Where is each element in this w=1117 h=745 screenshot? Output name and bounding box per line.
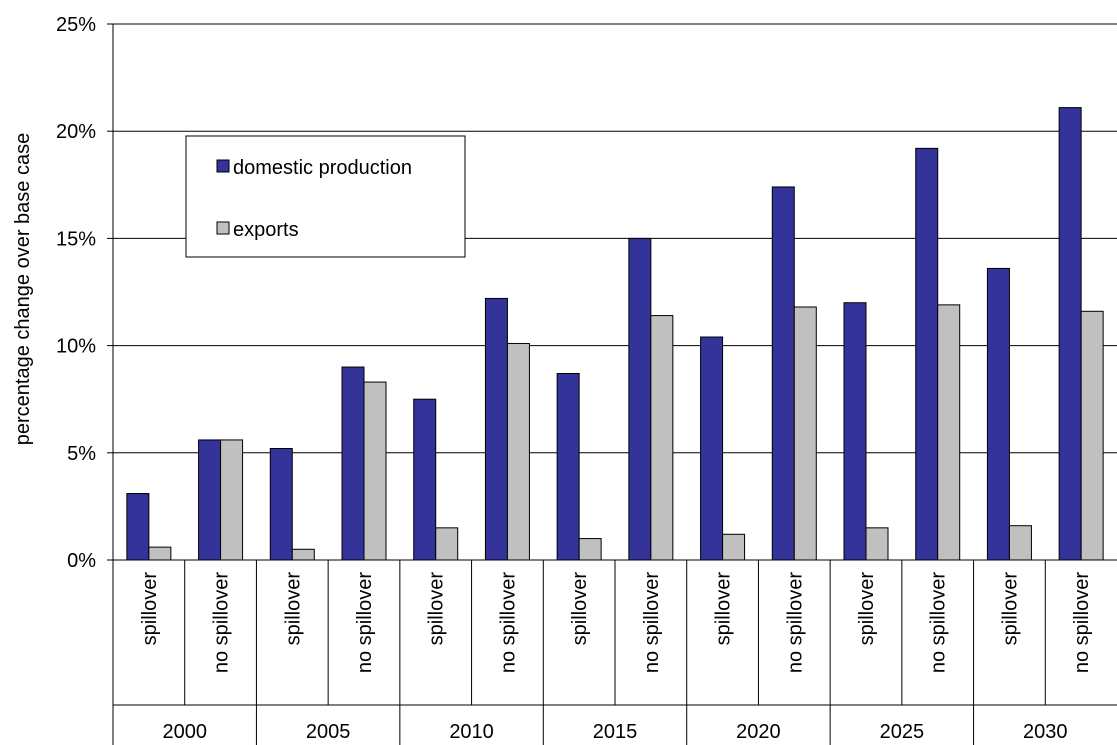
bar-exports (1080, 310, 1104, 561)
x-group-label: 2000 (162, 721, 207, 743)
x-group-label: 2020 (736, 721, 781, 743)
x-category-label: spillover (856, 572, 878, 646)
bar-domestic-production (986, 267, 1010, 561)
y-tick-label: 0% (67, 550, 96, 572)
x-category-label: no spillover (354, 572, 376, 674)
x-category-label: spillover (713, 572, 735, 646)
x-category-label: spillover (569, 572, 591, 646)
legend-label-exports: exports (233, 219, 299, 241)
y-tick-labels: 0% 5% 10% 15% 20% 25% (56, 14, 96, 572)
x-category-label: no spillover (784, 572, 806, 674)
bar-domestic-production (628, 237, 652, 561)
bar-domestic-production (556, 372, 580, 561)
bar-domestic-production (700, 336, 724, 561)
x-category-label: no spillover (211, 572, 233, 674)
x-group-label: 2030 (1023, 721, 1068, 743)
bar-exports (363, 381, 387, 561)
x-category-label: spillover (426, 572, 448, 646)
x-group-labels: 2000 2005 2010 2015 2020 2025 2030 (162, 721, 1067, 743)
bar-domestic-production (269, 448, 293, 561)
x-category-label: no spillover (497, 572, 519, 674)
bar-exports (865, 527, 889, 561)
x-category-label: spillover (282, 572, 304, 646)
bar-domestic-production (341, 366, 365, 561)
bar-exports (578, 538, 602, 561)
y-tick-label: 10% (56, 336, 96, 358)
legend-swatch-domestic-production (216, 159, 230, 173)
bar-domestic-production (126, 493, 150, 561)
x-category-labels: spillover no spillover spillover no spillov… (139, 572, 1093, 674)
bar-exports (220, 439, 244, 561)
bar-domestic-production (915, 147, 939, 561)
y-tick-label: 25% (56, 14, 96, 36)
x-category-label: no spillover (641, 572, 663, 674)
bar-exports (793, 306, 817, 561)
bar-exports (937, 304, 961, 561)
x-group-label: 2015 (593, 721, 638, 743)
x-category-label: no spillover (928, 572, 950, 674)
y-tick-label: 5% (67, 443, 96, 465)
x-group-label: 2005 (306, 721, 351, 743)
bar-exports (722, 533, 746, 561)
x-group-label: 2010 (449, 721, 494, 743)
x-group-label: 2025 (880, 721, 925, 743)
axes (112, 24, 1117, 745)
bar-domestic-production (484, 297, 508, 561)
bar-domestic-production (843, 302, 867, 561)
bar-domestic-production (198, 439, 222, 561)
legend-box (185, 135, 466, 258)
x-category-label: spillover (139, 572, 161, 646)
x-category-label: no spillover (1071, 572, 1093, 674)
legend-swatch-exports (216, 221, 230, 235)
y-tick-label: 20% (56, 121, 96, 143)
bar-domestic-production (1058, 107, 1082, 561)
x-category-label: spillover (999, 572, 1021, 646)
bar-exports (148, 546, 172, 561)
bar-domestic-production (413, 398, 437, 561)
bar-exports (435, 527, 459, 561)
y-tick-label: 15% (56, 228, 96, 250)
legend: domestic production exports (185, 135, 466, 258)
bar-exports (650, 315, 674, 561)
gridlines (107, 23, 1117, 561)
legend-label-domestic-production: domestic production (233, 157, 412, 179)
bar-domestic-production (771, 186, 795, 561)
bar-exports (291, 548, 315, 561)
y-axis-label: percentage change over base case (12, 133, 34, 445)
bar-exports (1008, 525, 1032, 561)
bar-exports (506, 342, 530, 561)
